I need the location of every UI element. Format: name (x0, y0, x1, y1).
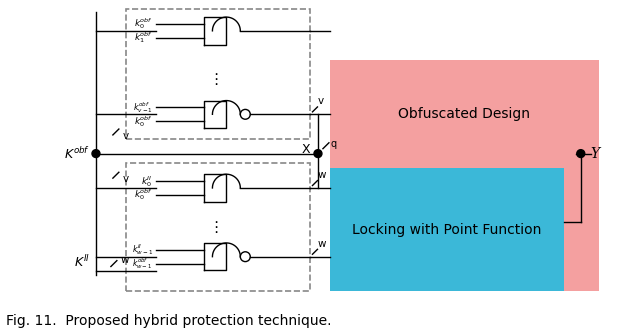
Text: $k_{v-1}^{obf}$: $k_{v-1}^{obf}$ (133, 100, 153, 115)
Text: ⋮: ⋮ (208, 72, 223, 87)
Text: v: v (318, 97, 324, 107)
Text: $k_0^{obf}$: $k_0^{obf}$ (134, 114, 153, 128)
Text: Y: Y (591, 147, 600, 161)
Text: w: w (318, 170, 327, 180)
Bar (330, 60, 599, 291)
Text: ⋮: ⋮ (208, 220, 223, 235)
Text: $k_0^{II}$: $k_0^{II}$ (141, 174, 153, 189)
Bar (126, 9, 310, 139)
Text: v: v (123, 174, 129, 184)
Circle shape (314, 150, 322, 157)
Text: X: X (301, 143, 310, 156)
Text: Locking with Point Function: Locking with Point Function (352, 223, 542, 237)
Text: $K^{obf}$: $K^{obf}$ (64, 146, 90, 162)
Text: $k_{w-1}^{II}$: $k_{w-1}^{II}$ (131, 242, 153, 257)
Text: w: w (121, 255, 130, 265)
Text: $k_{w-1}^{obf}$: $k_{w-1}^{obf}$ (133, 256, 153, 271)
Bar (330, 168, 564, 291)
Circle shape (92, 150, 100, 157)
Text: $k_1^{obf}$: $k_1^{obf}$ (134, 30, 153, 45)
Text: $K^{II}$: $K^{II}$ (74, 253, 90, 270)
Circle shape (577, 150, 585, 157)
Bar (126, 163, 310, 291)
Text: Obfuscated Design: Obfuscated Design (398, 107, 530, 121)
Text: Fig. 11.  Proposed hybrid protection technique.: Fig. 11. Proposed hybrid protection tech… (6, 314, 332, 328)
Text: q: q (331, 139, 337, 149)
Text: $k_0^{obf}$: $k_0^{obf}$ (134, 17, 153, 32)
Text: w: w (318, 239, 327, 249)
Text: $k_0^{obf}$: $k_0^{obf}$ (134, 187, 153, 202)
Text: v: v (123, 131, 129, 141)
